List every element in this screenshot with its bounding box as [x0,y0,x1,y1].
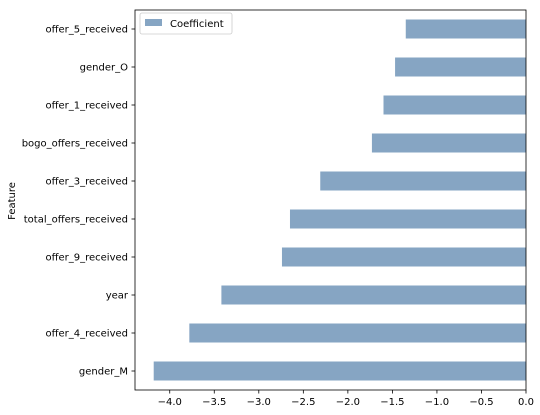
x-tick-label: −3.0 [247,397,271,408]
y-tick-labels: offer_5_received gender_O offer_1_received… [22,25,129,378]
bar-gender_O [395,57,526,77]
y-tick-label: offer_5_received [45,25,128,36]
y-tick-label: offer_1_received [45,101,128,112]
x-tick-label: −1.0 [425,397,449,408]
y-tick-label: year [106,291,129,302]
x-tick-labels: −4.0 −3.5 −3.0 −2.5 −2.0 −1.5 −1.0 −0.5 0.0 [158,397,534,408]
y-tick-label: total_offers_received [24,215,128,226]
bar-total_offers_received [289,209,526,229]
x-tick-label: −3.5 [202,397,226,408]
y-tick-label: offer_3_received [45,177,128,188]
x-tick-label: 0.0 [518,397,534,408]
y-tick-label: gender_M [79,367,128,378]
legend-swatch [145,19,162,26]
bar-offer_9_received [281,247,526,267]
legend: Coefficient [139,12,233,35]
bar-offer_4_received [189,323,526,343]
y-tick-label: offer_9_received [45,253,128,264]
y-tick-label: offer_4_received [45,329,128,340]
y-axis-title: Feature [7,182,18,220]
legend-label-coefficient: Coefficient [170,19,224,30]
x-tick-label: −1.5 [380,397,404,408]
x-tick-label: −0.5 [469,397,493,408]
y-tick-label: bogo_offers_received [22,139,128,150]
x-tick-marks [169,390,527,394]
bar-gender_M [153,361,527,381]
y-tick-label: gender_O [80,63,128,74]
bar-offer_3_received [320,171,526,191]
bar-offer_1_received [383,95,526,115]
x-tick-label: −4.0 [158,397,182,408]
bars-group [153,19,527,381]
y-tick-marks [131,28,135,372]
bar-bogo_offers_received [371,133,526,153]
bar-year [221,285,526,305]
x-tick-label: −2.0 [336,397,360,408]
plot-frame [134,9,527,391]
legend-box [139,12,233,35]
bar-offer_5_received [405,19,526,39]
x-tick-label: −2.5 [291,397,315,408]
